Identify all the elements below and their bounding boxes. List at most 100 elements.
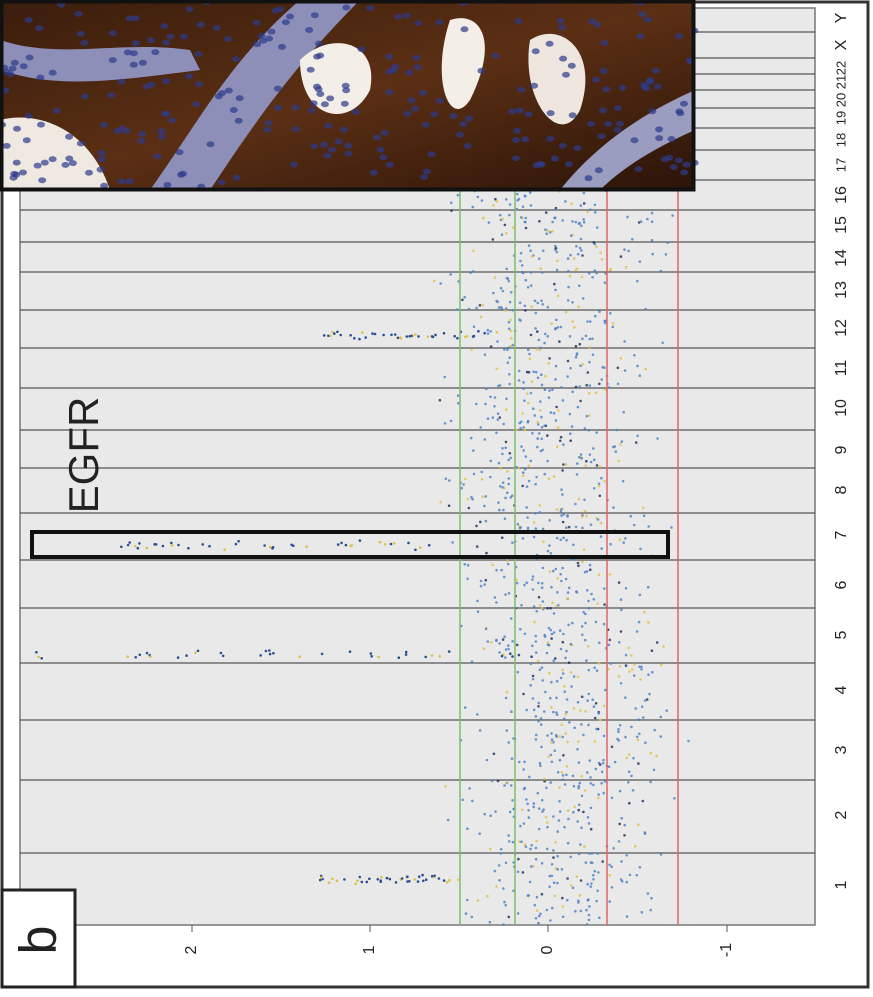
scatter-point bbox=[594, 767, 598, 771]
nucleus bbox=[508, 108, 517, 115]
scatter-point bbox=[551, 906, 554, 910]
scatter-point bbox=[602, 622, 606, 626]
scatter-point bbox=[592, 783, 595, 787]
scatter-point bbox=[580, 249, 583, 252]
scatter-point bbox=[505, 198, 508, 201]
panel-label-box bbox=[0, 888, 77, 989]
scatter-point bbox=[636, 434, 639, 438]
scatter-point bbox=[527, 809, 530, 812]
scatter-point bbox=[392, 542, 396, 545]
scatter-point bbox=[484, 578, 488, 582]
scatter-point bbox=[456, 336, 459, 340]
scatter-point bbox=[521, 484, 524, 488]
scatter-point bbox=[575, 267, 579, 271]
scatter-point bbox=[552, 411, 556, 415]
scatter-point bbox=[643, 832, 647, 835]
scatter-point bbox=[512, 889, 515, 893]
inset-frame bbox=[0, 0, 696, 192]
scatter-point bbox=[567, 269, 570, 273]
scatter-point bbox=[570, 425, 574, 428]
scatter-point bbox=[569, 366, 572, 370]
nucleus bbox=[305, 27, 314, 33]
scatter-point bbox=[534, 846, 538, 850]
scatter-point bbox=[350, 544, 354, 547]
scatter-point bbox=[640, 668, 643, 671]
scatter-point bbox=[576, 820, 579, 823]
nucleus bbox=[546, 110, 555, 117]
scatter-point bbox=[559, 572, 562, 576]
scatter-point bbox=[545, 847, 549, 851]
nucleus bbox=[313, 83, 321, 90]
nucleus bbox=[517, 86, 526, 93]
scatter-point bbox=[561, 469, 564, 472]
scatter-point bbox=[630, 774, 633, 778]
scatter-point bbox=[497, 461, 501, 465]
nucleus bbox=[630, 137, 639, 144]
scatter-point bbox=[609, 662, 613, 665]
scatter-point bbox=[451, 541, 454, 544]
scatter-point bbox=[570, 685, 573, 688]
nucleus bbox=[85, 169, 93, 176]
scatter-point bbox=[446, 818, 450, 822]
scatter-point bbox=[413, 878, 417, 881]
scatter-point bbox=[638, 593, 642, 597]
scatter-point bbox=[534, 511, 537, 515]
nucleus bbox=[276, 6, 285, 12]
scatter-point bbox=[508, 373, 511, 376]
scatter-point bbox=[625, 756, 628, 760]
scatter-point bbox=[630, 725, 633, 729]
scatter-point bbox=[628, 801, 631, 805]
scatter-point bbox=[561, 915, 565, 919]
nucleus bbox=[455, 131, 464, 138]
scatter-point bbox=[536, 301, 540, 305]
scatter-point bbox=[493, 396, 497, 399]
scatter-point bbox=[556, 326, 560, 329]
scatter-point bbox=[329, 334, 332, 338]
scatter-point bbox=[620, 608, 623, 612]
scatter-point bbox=[523, 583, 526, 587]
scatter-point bbox=[541, 600, 545, 603]
nucleus bbox=[9, 174, 18, 181]
scatter-point bbox=[499, 306, 503, 309]
nucleus bbox=[587, 120, 595, 127]
scatter-point bbox=[635, 873, 639, 877]
inset-lumen bbox=[441, 18, 485, 109]
scatter-point bbox=[565, 698, 569, 701]
scatter-point bbox=[545, 786, 548, 790]
scatter-point bbox=[598, 382, 601, 386]
scatter-point bbox=[526, 401, 530, 405]
nucleus bbox=[309, 100, 318, 107]
scatter-point bbox=[543, 779, 546, 783]
scatter-point bbox=[596, 889, 599, 893]
scatter-point bbox=[504, 593, 507, 596]
scatter-point bbox=[655, 641, 659, 644]
scatter-point bbox=[522, 787, 526, 791]
scatter-point bbox=[597, 484, 601, 488]
scatter-point bbox=[602, 791, 605, 795]
nucleus bbox=[459, 121, 468, 127]
scatter-point bbox=[613, 445, 617, 448]
scatter-point bbox=[194, 651, 197, 655]
scatter-point bbox=[588, 852, 591, 855]
nucleus bbox=[320, 101, 329, 108]
scatter-point bbox=[626, 215, 629, 219]
nucleus bbox=[680, 100, 688, 107]
scatter-point bbox=[502, 887, 505, 890]
scatter-point bbox=[510, 710, 513, 713]
nucleus bbox=[163, 181, 172, 188]
scatter-point bbox=[515, 465, 518, 469]
nucleus bbox=[8, 65, 17, 72]
scatter-point bbox=[646, 217, 649, 221]
scatter-point bbox=[564, 463, 568, 466]
scatter-point bbox=[597, 871, 600, 874]
nucleus bbox=[642, 85, 651, 92]
scatter-point bbox=[538, 668, 542, 671]
nucleus bbox=[235, 95, 244, 102]
scatter-point bbox=[145, 546, 149, 550]
nucleus bbox=[320, 141, 329, 148]
nucleus bbox=[24, 17, 33, 23]
scatter-point bbox=[570, 202, 573, 205]
scatter-point bbox=[508, 203, 512, 206]
scatter-point bbox=[471, 270, 475, 273]
scatter-point bbox=[627, 646, 631, 650]
